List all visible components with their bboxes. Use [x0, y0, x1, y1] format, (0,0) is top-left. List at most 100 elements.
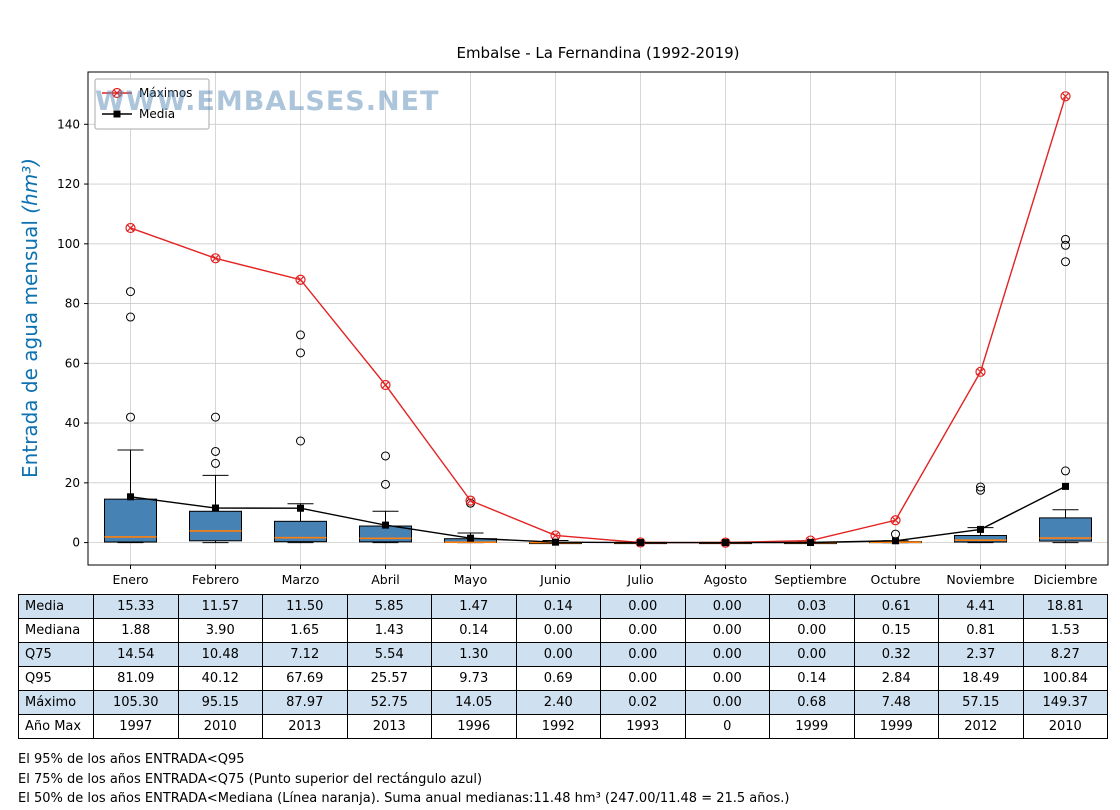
x-tick-label: Mayo: [454, 572, 488, 587]
chart-title: Embalse - La Fernandina (1992-2019): [456, 44, 740, 62]
table-cell: 2010: [177, 714, 263, 739]
outlier-point: [1061, 234, 1070, 244]
y-axis-label: Entrada de agua mensual (hm³): [18, 158, 42, 478]
table-cell: 0.00: [684, 618, 770, 643]
outlier-point: [211, 458, 220, 468]
table-cell: 95.15: [177, 690, 263, 715]
table-cell: 1992: [515, 714, 601, 739]
outlier-point: [296, 330, 305, 340]
table-cell: 0.68: [769, 690, 855, 715]
footnotes: El 95% de los años ENTRADA<Q95 El 75% de …: [18, 750, 789, 809]
table-cell: 67.69: [262, 666, 348, 691]
boxplot: [359, 451, 412, 544]
table-cell: 8.27: [1022, 642, 1108, 667]
y-tick-label: 100: [57, 237, 80, 251]
table-cell: 0.14: [431, 618, 517, 643]
table-cell: 0.00: [684, 690, 770, 715]
outlier-point: [976, 482, 985, 492]
footnote: El 50% de los años ENTRADA<Mediana (Líne…: [18, 791, 790, 806]
table-cell: 0.00: [684, 666, 770, 691]
table-row: Mediana 1.88 3.90 1.65 1.43 0.14 0.00 0.00 0.00 0…: [18, 618, 1108, 643]
table-cell: 0.00: [769, 642, 855, 667]
legend-label: Media: [139, 107, 175, 121]
y-axis-label-text: Entrada de agua mensual: [18, 220, 42, 479]
row-label: Año Max: [18, 714, 94, 739]
row-label: Q75: [18, 642, 94, 667]
table-cell: 0.00: [684, 642, 770, 667]
outlier-point: [976, 485, 985, 495]
table-cell: 0.03: [769, 594, 855, 619]
table-cell: 0.00: [600, 618, 686, 643]
outlier-point: [126, 412, 135, 422]
table-cell: 2013: [262, 714, 348, 739]
row-label: Media: [18, 594, 94, 619]
table-cell: 14.05: [431, 690, 517, 715]
y-axis-unit: (hm³): [18, 157, 42, 214]
boxplot: [104, 287, 157, 544]
boxplot: [189, 412, 242, 544]
table-cell: 14.54: [93, 642, 179, 667]
table-row: Q75 14.54 10.48 7.12 5.54 1.30 0.00 0.00 0.00 0.0…: [18, 642, 1108, 667]
table-cell: 5.54: [346, 642, 432, 667]
outlier-point: [126, 287, 135, 297]
table-cell: 2.84: [853, 666, 939, 691]
footnote: El 75% de los años ENTRADA<Q75 (Punto su…: [18, 771, 483, 787]
boxplot: [1039, 234, 1092, 544]
table-cell: 1.65: [262, 618, 348, 643]
table-cell: 1997: [93, 714, 179, 739]
y-tick-label: 120: [57, 177, 80, 191]
table-cell: 7.48: [853, 690, 939, 715]
x-tick-label: Junio: [539, 572, 571, 587]
y-tick-label: 40: [65, 416, 80, 430]
table-cell: 1999: [769, 714, 855, 739]
outlier-point: [211, 446, 220, 456]
table-cell: 0.00: [769, 618, 855, 643]
x-tick-label: Noviembre: [946, 572, 1015, 587]
row-label: Q95: [18, 666, 94, 691]
y-tick-label: 60: [65, 356, 80, 370]
x-tick-label: Octubre: [870, 572, 920, 587]
table-cell: 0: [684, 714, 770, 739]
x-tick-label: Julio: [626, 572, 653, 587]
table-cell: 0.14: [769, 666, 855, 691]
legend-label: Máximos: [139, 86, 192, 100]
table-cell: 1.88: [93, 618, 179, 643]
plot-frame: [87, 71, 1109, 566]
table-row: Media 15.33 11.57 11.50 5.85 1.47 0.14 0.00 0.00…: [18, 594, 1108, 619]
series-media: [127, 482, 1069, 547]
table-cell: 0.02: [600, 690, 686, 715]
table-cell: 1.43: [346, 618, 432, 643]
outlier-point: [296, 436, 305, 446]
table-cell: 40.12: [177, 666, 263, 691]
table-row: Q95 81.09 40.12 67.69 25.57 9.73 0.69 0.00 0.00 0…: [18, 666, 1108, 691]
table-cell: 0.61: [853, 594, 939, 619]
row-label: Mediana: [18, 618, 94, 643]
boxplot: [274, 330, 327, 544]
table-cell: 1.30: [431, 642, 517, 667]
table-cell: 0.32: [853, 642, 939, 667]
x-tick-label: Marzo: [282, 572, 320, 587]
table-cell: 0.00: [684, 594, 770, 619]
table-cell: 0.00: [515, 618, 601, 643]
outlier-point: [1061, 257, 1070, 267]
table-cell: 2013: [346, 714, 432, 739]
table-cell: 18.81: [1022, 594, 1108, 619]
table-cell: 87.97: [262, 690, 348, 715]
outlier-point: [1061, 466, 1070, 476]
outlier-point: [381, 479, 390, 489]
table-cell: 100.84: [1022, 666, 1108, 691]
table-cell: 1.53: [1022, 618, 1108, 643]
y-tick-label: 80: [65, 297, 80, 311]
table-cell: 0.69: [515, 666, 601, 691]
table-cell: 0.15: [853, 618, 939, 643]
table-cell: 2.40: [515, 690, 601, 715]
table-cell: 5.85: [346, 594, 432, 619]
x-tick-label: Septiembre: [774, 572, 847, 587]
table-row: Máximo 105.30 95.15 87.97 52.75 14.05 2.40 0.02…: [18, 690, 1108, 715]
table-cell: 105.30: [93, 690, 179, 715]
outlier-point: [126, 312, 135, 322]
table-cell: 81.09: [93, 666, 179, 691]
x-tick-label: Abril: [371, 572, 400, 587]
outlier-point: [296, 348, 305, 358]
